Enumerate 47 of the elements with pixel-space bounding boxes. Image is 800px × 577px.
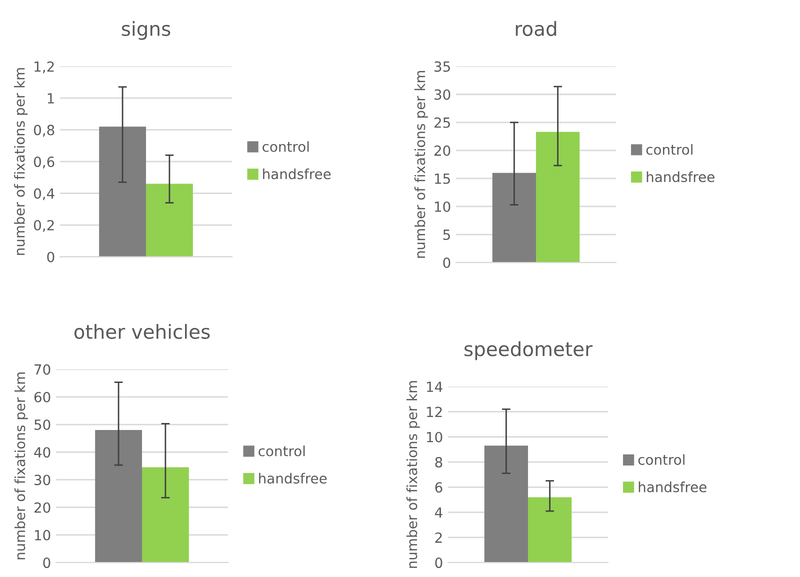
y-tick-label: 0 — [443, 258, 450, 268]
y-axis-title: number of fixations per km — [406, 381, 420, 568]
y-axis-title: number of fixations per km — [414, 71, 428, 258]
y-tick-label: 0 — [47, 252, 54, 262]
y-tick-label: 14 — [426, 382, 442, 392]
y-tick-label: 6 — [435, 482, 442, 493]
y-tick-label: 60 — [34, 392, 50, 402]
legend-label: control — [262, 141, 309, 152]
y-tick-label: 0 — [435, 558, 442, 568]
y-tick-label: 35 — [434, 61, 450, 72]
y-tick-label: 0,4 — [34, 188, 54, 200]
y-tick-label: 25 — [434, 117, 450, 128]
y-tick-label: 5 — [443, 230, 450, 240]
y-axis-title: number of fixations per km — [14, 372, 28, 560]
y-tick-label: 20 — [34, 502, 50, 513]
legend-label: control — [258, 446, 305, 456]
y-tick-label: 0,8 — [34, 124, 54, 137]
legend-label: handsfree — [646, 171, 714, 182]
y-tick-label: 12 — [426, 406, 442, 418]
y-tick-label: 40 — [34, 447, 50, 458]
legend-label: handsfree — [263, 168, 331, 180]
y-tick-label: 50 — [34, 419, 50, 430]
y-tick-label: 1,2 — [34, 61, 54, 74]
y-tick-label: 4 — [434, 507, 442, 518]
y-tick-label: 10 — [434, 201, 450, 212]
y-tick-label: 10 — [34, 530, 50, 540]
y-tick-label: 2 — [435, 532, 442, 543]
y-axis-title: number of fixations per km — [14, 68, 28, 255]
y-tick-label: 1 — [48, 93, 54, 104]
y-tick-label: 0 — [43, 558, 50, 568]
y-tick-label: 15 — [434, 174, 450, 184]
y-tick-label: 0,6 — [34, 156, 54, 168]
chart-title: signs — [122, 21, 170, 40]
legend-label: control — [638, 454, 684, 465]
chart-title: other vehicles — [74, 324, 210, 339]
legend-label: handsfree — [638, 482, 706, 492]
legend-label: control — [646, 144, 692, 155]
y-tick-label: 0,2 — [34, 220, 54, 232]
y-tick-label: 10 — [426, 432, 442, 442]
chart-title: speedometer — [464, 341, 593, 360]
y-tick-label: 8 — [435, 456, 442, 468]
y-tick-label: 70 — [34, 364, 50, 375]
y-tick-label: 20 — [434, 145, 450, 156]
chart-title: road — [516, 21, 556, 36]
y-tick-label: 30 — [434, 89, 450, 100]
legend-label: handsfree — [259, 472, 327, 484]
y-tick-label: 30 — [34, 474, 50, 486]
